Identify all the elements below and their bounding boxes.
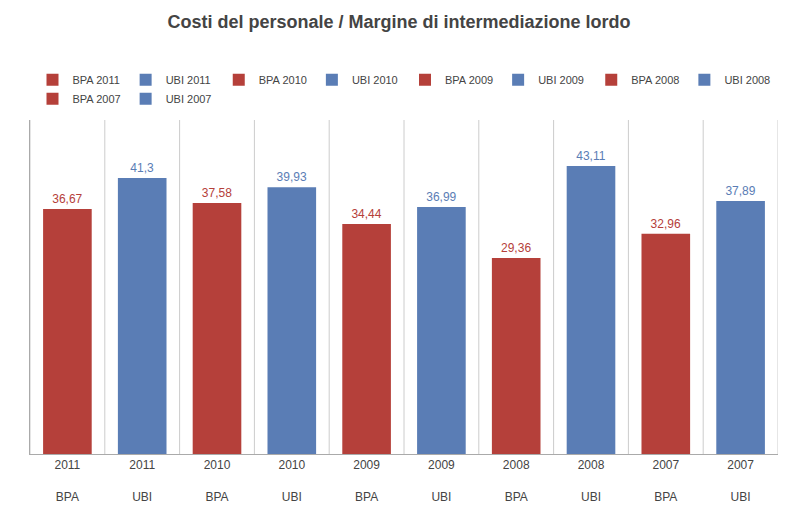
svg-text:2011BPA: 2011BPA — [54, 458, 80, 503]
svg-text:UBI 2011: UBI 2011 — [166, 74, 211, 86]
svg-text:43,11: 43,11 — [576, 149, 605, 163]
svg-text:2010UBI: 2010UBI — [278, 458, 305, 503]
svg-text:2007UBI: 2007UBI — [727, 458, 754, 503]
svg-text:41,3: 41,3 — [130, 161, 154, 175]
svg-text:UBI 2010: UBI 2010 — [352, 74, 398, 86]
svg-text:32,96: 32,96 — [651, 217, 681, 231]
svg-text:2008UBI: 2008UBI — [578, 458, 605, 503]
svg-text:BPA 2011: BPA 2011 — [73, 74, 120, 86]
svg-text:36,99: 36,99 — [426, 190, 456, 204]
svg-text:UBI 2009: UBI 2009 — [538, 74, 584, 86]
svg-text:2011UBI: 2011UBI — [129, 458, 155, 503]
svg-text:39,93: 39,93 — [277, 170, 307, 184]
svg-text:2009BPA: 2009BPA — [353, 458, 380, 503]
svg-text:2008BPA: 2008BPA — [503, 458, 530, 503]
svg-text:BPA 2010: BPA 2010 — [259, 74, 307, 86]
svg-text:UBI 2007: UBI 2007 — [166, 93, 212, 105]
svg-text:BPA 2007: BPA 2007 — [73, 93, 121, 105]
svg-text:2007BPA: 2007BPA — [652, 458, 679, 503]
svg-text:BPA 2009: BPA 2009 — [445, 74, 493, 86]
svg-text:UBI 2008: UBI 2008 — [724, 74, 770, 86]
svg-text:34,44: 34,44 — [351, 207, 381, 221]
svg-text:Costi del personale / Margine: Costi del personale / Margine di interme… — [167, 12, 630, 32]
svg-text:29,36: 29,36 — [501, 241, 531, 255]
svg-text:37,89: 37,89 — [725, 184, 755, 198]
svg-text:36,67: 36,67 — [52, 192, 82, 206]
svg-text:2010BPA: 2010BPA — [204, 458, 231, 503]
svg-text:37,58: 37,58 — [202, 186, 232, 200]
svg-text:2009UBI: 2009UBI — [428, 458, 455, 503]
svg-text:BPA 2008: BPA 2008 — [631, 74, 679, 86]
